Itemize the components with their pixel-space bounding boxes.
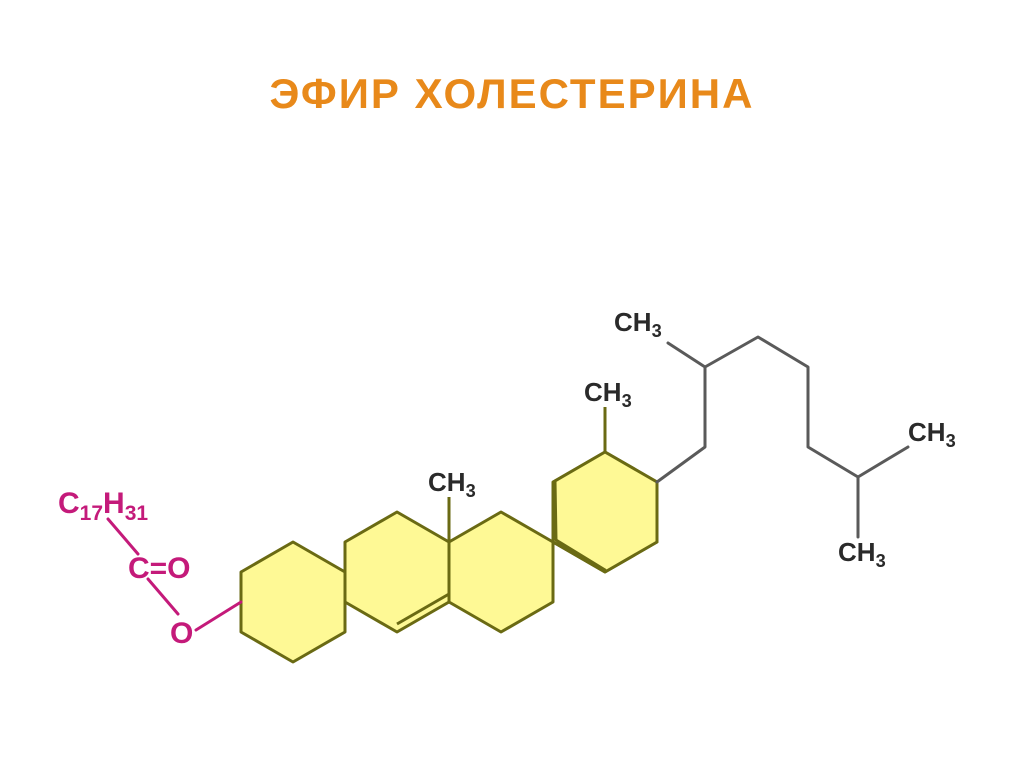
- atom-label-2: CH3: [614, 307, 662, 342]
- atom-label-4: CH3: [838, 537, 886, 572]
- atom-label-6: C=O: [128, 552, 191, 586]
- side-chain-methyl-0: [668, 343, 705, 367]
- ester-bond-0: [196, 602, 241, 630]
- atom-label-7: C17H31: [58, 487, 148, 526]
- ring-2: [449, 512, 553, 632]
- atom-label-5: O: [170, 617, 193, 651]
- structure-diagram: [0, 0, 1024, 767]
- atom-label-3: CH3: [908, 417, 956, 452]
- side-chain: [657, 337, 858, 537]
- side-chain-methyl-1: [858, 447, 908, 477]
- ring-0: [241, 542, 345, 662]
- atom-label-1: CH3: [584, 377, 632, 412]
- ring-D-overlay: [553, 452, 657, 572]
- ring-1: [345, 512, 449, 632]
- atom-label-0: CH3: [428, 467, 476, 502]
